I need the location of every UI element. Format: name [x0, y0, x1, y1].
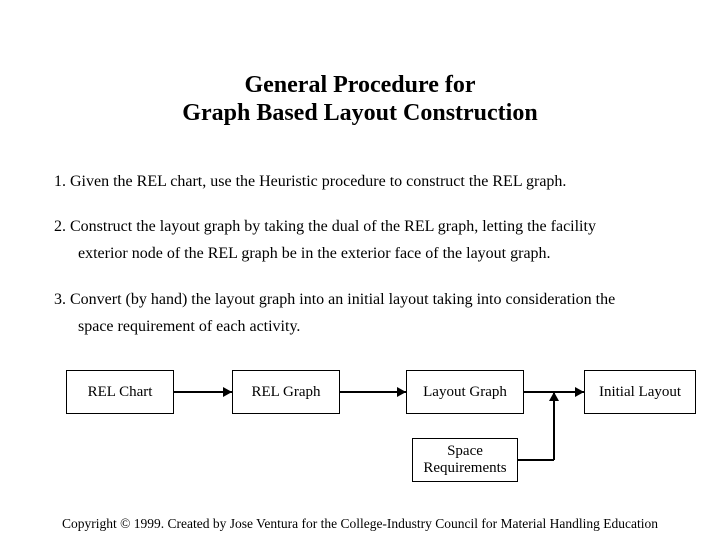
node-initial: Initial Layout [584, 370, 696, 414]
step-1: 1. Given the REL chart, use the Heuristi… [54, 168, 674, 195]
step-3-text: Convert (by hand) the layout graph into … [70, 291, 615, 308]
title-line-1: General Procedure for [0, 72, 720, 99]
step-2-num: 2. [54, 218, 66, 235]
node-layout_graph: Layout Graph [406, 370, 524, 414]
step-1-num: 1. [54, 173, 66, 190]
step-3-num: 3. [54, 291, 66, 308]
title-line-2: Graph Based Layout Construction [0, 100, 720, 127]
node-rel_graph: REL Graph [232, 370, 340, 414]
step-2-cont: exterior node of the REL graph be in the… [78, 240, 674, 267]
step-2-text: Construct the layout graph by taking the… [70, 218, 596, 235]
arrowhead-space_req-initial_mid [549, 392, 559, 401]
node-rel_chart: REL Chart [66, 370, 174, 414]
procedure-steps: 1. Given the REL chart, use the Heuristi… [54, 168, 674, 358]
step-3-cont: space requirement of each activity. [78, 313, 674, 340]
edge-space_req-initial_mid-seg1 [553, 392, 555, 460]
step-1-text: Given the REL chart, use the Heuristic p… [70, 173, 566, 190]
edge-space_req-initial_mid-seg0 [518, 459, 554, 461]
arrowhead-layout_graph-initial [575, 387, 584, 397]
node-space_req: SpaceRequirements [412, 438, 518, 482]
arrowhead-rel_chart-rel_graph [223, 387, 232, 397]
copyright-footer: Copyright © 1999. Created by Jose Ventur… [0, 516, 720, 532]
step-2: 2. Construct the layout graph by taking … [54, 213, 674, 267]
arrowhead-rel_graph-layout_graph [397, 387, 406, 397]
step-3: 3. Convert (by hand) the layout graph in… [54, 286, 674, 340]
